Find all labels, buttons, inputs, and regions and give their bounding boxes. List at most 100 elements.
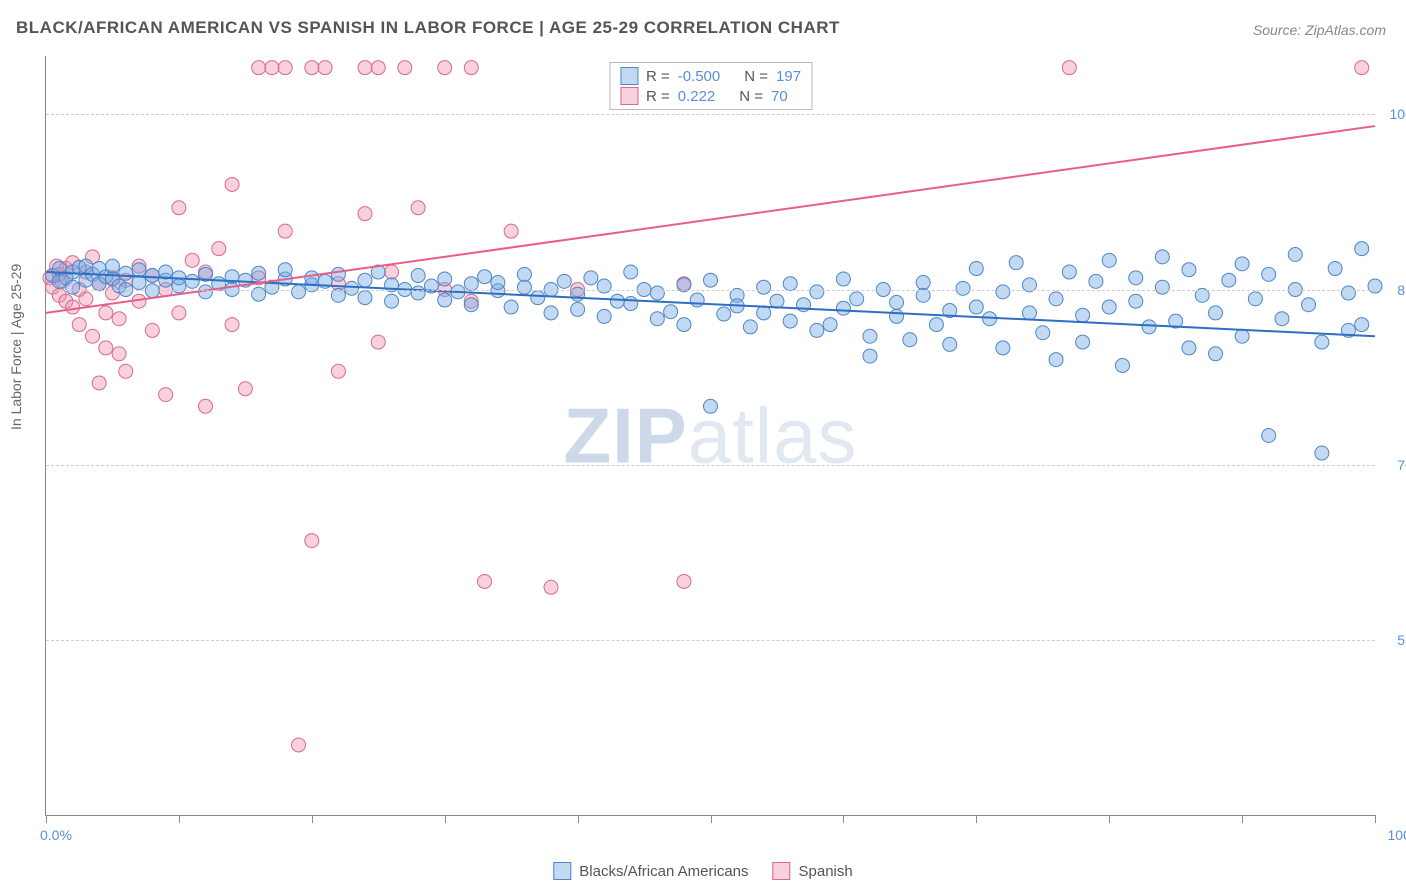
scatter-point (1262, 267, 1276, 281)
scatter-point (1049, 292, 1063, 306)
scatter-point (305, 271, 319, 285)
scatter-point (1182, 341, 1196, 355)
scatter-point (66, 280, 80, 294)
scatter-point (743, 320, 757, 334)
stats-legend: R = -0.500 N = 197 R = 0.222 N = 70 (609, 62, 812, 110)
scatter-point (159, 388, 173, 402)
scatter-point (1209, 306, 1223, 320)
scatter-point (438, 293, 452, 307)
scatter-point (1129, 294, 1143, 308)
scatter-point (1355, 242, 1369, 256)
scatter-point (1248, 292, 1262, 306)
scatter-point (112, 312, 126, 326)
scatter-point (571, 302, 585, 316)
scatter-point (969, 262, 983, 276)
scatter-point (371, 61, 385, 75)
plot-area: ZIPatlas R = -0.500 N = 197 R = 0.222 N … (45, 56, 1375, 816)
scatter-point (677, 318, 691, 332)
scatter-point (757, 306, 771, 320)
n-value-blue: 197 (776, 68, 801, 85)
scatter-point (1275, 312, 1289, 326)
x-axis-max-label: 100.0% (1388, 827, 1406, 843)
scatter-point (265, 61, 279, 75)
scatter-point (996, 341, 1010, 355)
scatter-point (145, 323, 159, 337)
scatter-point (783, 314, 797, 328)
scatter-point (597, 279, 611, 293)
scatter-point (677, 574, 691, 588)
scatter-point (664, 305, 678, 319)
scatter-point (225, 318, 239, 332)
scatter-point (1235, 257, 1249, 271)
gridline-h (46, 465, 1375, 466)
scatter-point (890, 295, 904, 309)
scatter-point (836, 301, 850, 315)
swatch-pink-icon (773, 862, 791, 880)
scatter-point (1155, 280, 1169, 294)
scatter-point (517, 280, 531, 294)
scatter-point (358, 207, 372, 221)
scatter-point (1115, 358, 1129, 372)
scatter-point (1155, 250, 1169, 264)
legend-item-pink: Spanish (773, 862, 853, 880)
scatter-point (1089, 274, 1103, 288)
scatter-point (956, 281, 970, 295)
scatter-point (650, 286, 664, 300)
x-tick (711, 815, 712, 823)
scatter-point (464, 61, 478, 75)
scatter-point (1062, 61, 1076, 75)
scatter-point (292, 738, 306, 752)
scatter-point (504, 300, 518, 314)
chart-container: BLACK/AFRICAN AMERICAN VS SPANISH IN LAB… (0, 0, 1406, 892)
scatter-point (544, 306, 558, 320)
swatch-blue-icon (553, 862, 571, 880)
scatter-point (704, 399, 718, 413)
scatter-point (823, 318, 837, 332)
r-value-blue: -0.500 (678, 68, 721, 85)
n-label: N = (744, 68, 768, 85)
x-tick (843, 815, 844, 823)
scatter-point (757, 280, 771, 294)
scatter-point (1102, 300, 1116, 314)
scatter-point (1328, 262, 1342, 276)
r-label: R = (646, 68, 670, 85)
scatter-point (1355, 318, 1369, 332)
scatter-point (1209, 347, 1223, 361)
scatter-point (238, 382, 252, 396)
scatter-point (86, 329, 100, 343)
scatter-point (66, 300, 80, 314)
scatter-point (112, 347, 126, 361)
scatter-point (863, 329, 877, 343)
scatter-point (1062, 265, 1076, 279)
scatter-point (318, 61, 332, 75)
scatter-point (278, 263, 292, 277)
gridline-h (46, 114, 1375, 115)
scatter-point (996, 285, 1010, 299)
scatter-point (278, 61, 292, 75)
scatter-point (478, 270, 492, 284)
r-label: R = (646, 88, 670, 105)
gridline-h (46, 640, 1375, 641)
scatter-point (1222, 273, 1236, 287)
x-tick (445, 815, 446, 823)
scatter-point (929, 318, 943, 332)
scatter-point (531, 291, 545, 305)
scatter-point (358, 61, 372, 75)
scatter-point (358, 291, 372, 305)
scatter-point (99, 306, 113, 320)
stats-row-blue: R = -0.500 N = 197 (620, 67, 801, 85)
scatter-point (358, 273, 372, 287)
scatter-point (584, 271, 598, 285)
scatter-point (478, 574, 492, 588)
scatter-point (969, 300, 983, 314)
scatter-point (624, 265, 638, 279)
scatter-point (1288, 248, 1302, 262)
scatter-point (145, 269, 159, 283)
scatter-point (198, 399, 212, 413)
x-axis-min-label: 0.0% (40, 827, 72, 843)
scatter-point (438, 61, 452, 75)
stats-row-pink: R = 0.222 N = 70 (620, 87, 801, 105)
scatter-point (1076, 308, 1090, 322)
y-tick-label: 85.0% (1397, 282, 1406, 298)
legend-label-pink: Spanish (799, 863, 853, 880)
